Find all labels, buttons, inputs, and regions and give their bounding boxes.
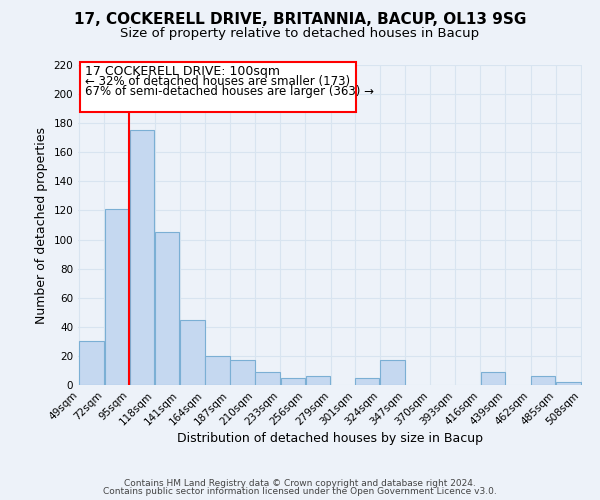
Text: Contains public sector information licensed under the Open Government Licence v3: Contains public sector information licen… xyxy=(103,487,497,496)
Bar xyxy=(380,360,404,385)
Bar xyxy=(556,382,581,385)
Text: 67% of semi-detached houses are larger (363) →: 67% of semi-detached houses are larger (… xyxy=(85,86,374,98)
Bar xyxy=(281,378,305,385)
Bar xyxy=(230,360,255,385)
Bar xyxy=(256,372,280,385)
Bar xyxy=(481,372,505,385)
Bar xyxy=(155,232,179,385)
Y-axis label: Number of detached properties: Number of detached properties xyxy=(35,126,48,324)
Bar xyxy=(180,320,205,385)
Text: ← 32% of detached houses are smaller (173): ← 32% of detached houses are smaller (17… xyxy=(85,75,350,88)
Text: 17, COCKERELL DRIVE, BRITANNIA, BACUP, OL13 9SG: 17, COCKERELL DRIVE, BRITANNIA, BACUP, O… xyxy=(74,12,526,28)
FancyBboxPatch shape xyxy=(80,62,356,112)
Bar xyxy=(305,376,330,385)
Text: Contains HM Land Registry data © Crown copyright and database right 2024.: Contains HM Land Registry data © Crown c… xyxy=(124,478,476,488)
Bar xyxy=(531,376,556,385)
Bar xyxy=(130,130,154,385)
Bar xyxy=(205,356,230,385)
Bar xyxy=(79,342,104,385)
X-axis label: Distribution of detached houses by size in Bacup: Distribution of detached houses by size … xyxy=(177,432,483,446)
Bar xyxy=(355,378,379,385)
Text: Size of property relative to detached houses in Bacup: Size of property relative to detached ho… xyxy=(121,28,479,40)
Bar xyxy=(104,209,129,385)
Text: 17 COCKERELL DRIVE: 100sqm: 17 COCKERELL DRIVE: 100sqm xyxy=(85,65,280,78)
